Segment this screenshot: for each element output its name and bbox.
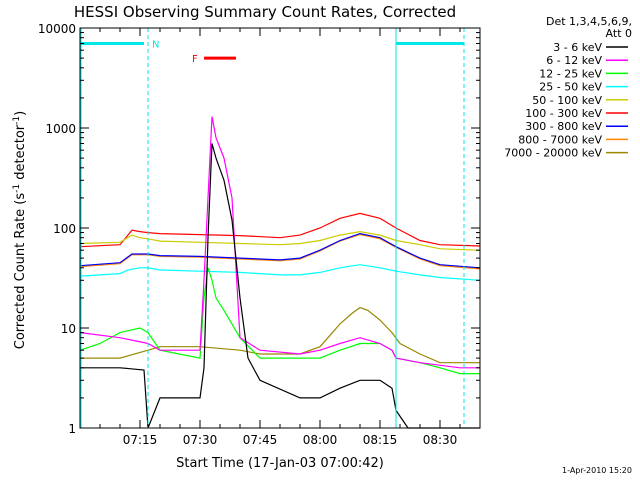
chart-title: HESSI Observing Summary Count Rates, Cor… [74, 3, 456, 21]
y-tick-label: 10000 [38, 22, 76, 36]
x-axis-label: Start Time (17-Jan-03 07:00:42) [176, 456, 384, 471]
legend-entry-label: 7000 - 20000 keV [504, 147, 602, 160]
x-axis: 07:15 07:30 07:45 08:00 08:15 08:30 [99, 28, 461, 447]
legend-entry-label: 100 - 300 keV [525, 107, 602, 120]
series-line-4 [79, 230, 481, 251]
legend-entry-label: 50 - 100 keV [532, 94, 602, 107]
series-line-7 [79, 233, 481, 270]
legend-entry-label: 25 - 50 keV [539, 81, 602, 94]
x-tick-label: 07:15 [123, 433, 158, 447]
series-line-8 [80, 306, 480, 364]
y-tick-label: 1000 [45, 122, 76, 136]
flare-label: F [192, 54, 198, 65]
y-axis: 1 10 100 1000 10000 [38, 22, 480, 436]
x-tick-label: 07:45 [243, 433, 278, 447]
y-tick-label: 1 [68, 422, 76, 436]
x-tick-label: 08:15 [363, 433, 398, 447]
footer-timestamp: 1-Apr-2010 15:20 [562, 466, 632, 475]
series-line-5 [79, 212, 481, 248]
x-tick-label: 08:00 [303, 433, 338, 447]
legend-header-attenuator: Att 0 [606, 27, 632, 40]
legend-entry-label: 800 - 7000 keV [518, 133, 602, 146]
series-line-3 [79, 264, 481, 281]
series-line-6 [79, 232, 481, 269]
legend-header-detectors: Det 1,3,4,5,6,9, [546, 15, 632, 28]
legend-entry-label: 6 - 12 keV [546, 54, 602, 67]
legend-entry-label: 300 - 800 keV [525, 120, 602, 133]
plot-content: NF [79, 28, 481, 429]
y-tick-label: 10 [61, 322, 76, 336]
y-tick-label: 100 [53, 222, 76, 236]
x-tick-label: 08:30 [423, 433, 458, 447]
legend-entry-label: 12 - 25 keV [539, 67, 602, 80]
y-axis-label: Corrected Count Rate (s-1 detector-1) [12, 111, 28, 349]
series-line-1 [79, 116, 480, 369]
series-line-0 [80, 143, 480, 429]
legend-entry-label: 3 - 6 keV [553, 41, 602, 54]
night-label: N [152, 39, 159, 50]
x-tick-label: 07:30 [183, 433, 218, 447]
